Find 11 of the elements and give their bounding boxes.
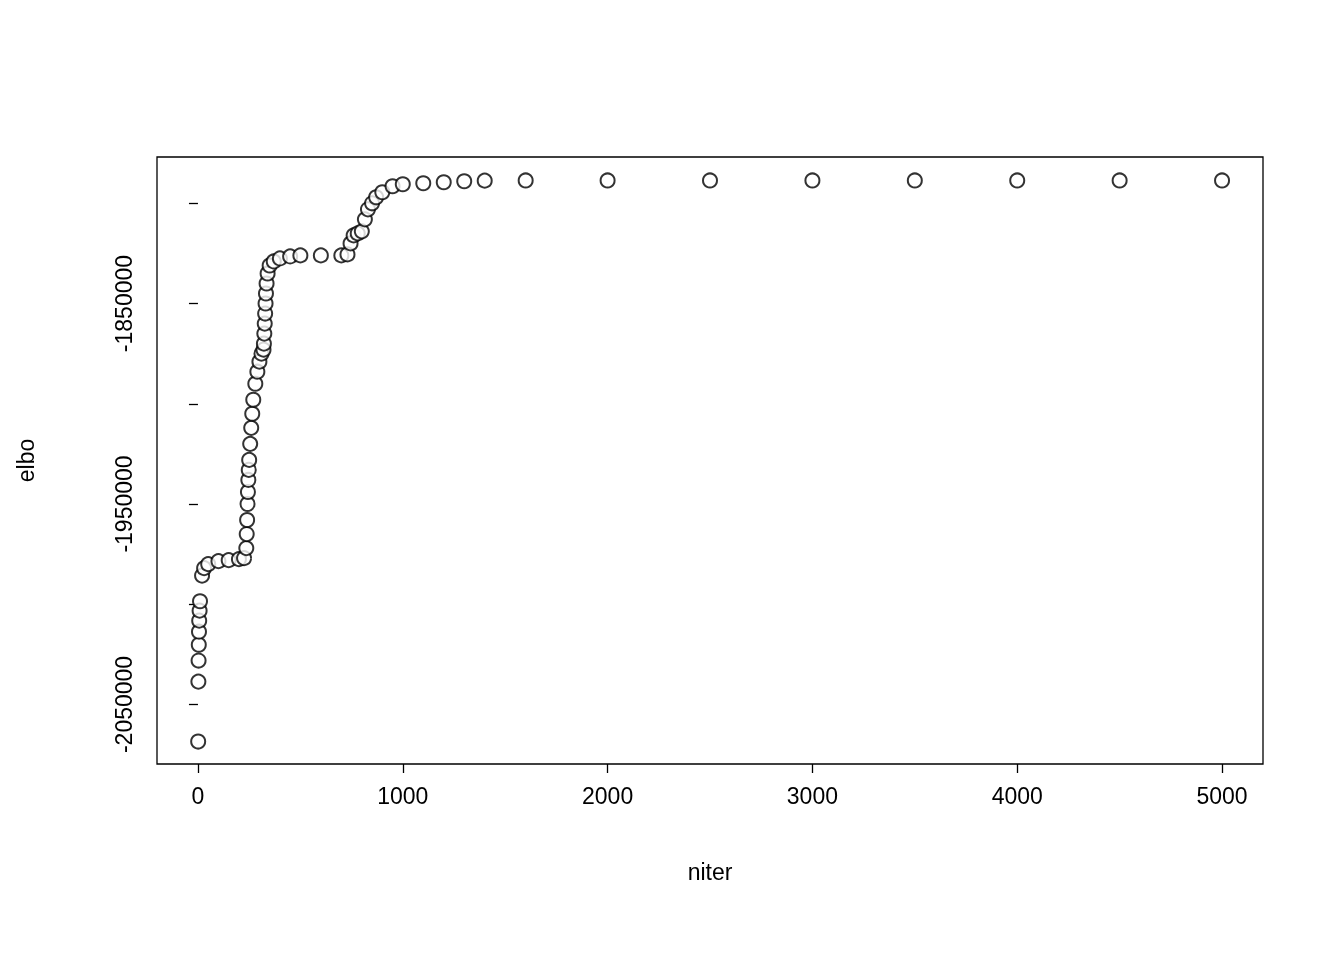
x-tick-label: 1000 <box>377 782 429 809</box>
x-tick-label: 3000 <box>786 782 838 809</box>
y-tick-label: -2050000 <box>110 655 137 754</box>
x-tick-label: 0 <box>191 782 205 809</box>
y-axis-title: elbo <box>12 438 39 483</box>
y-tick-label: -1850000 <box>110 254 137 353</box>
x-tick-label: 2000 <box>582 782 634 809</box>
x-axis-title: niter <box>687 858 733 885</box>
x-tick-label: 5000 <box>1196 782 1248 809</box>
x-tick-label: 4000 <box>991 782 1043 809</box>
y-tick-label: -1950000 <box>110 455 137 553</box>
